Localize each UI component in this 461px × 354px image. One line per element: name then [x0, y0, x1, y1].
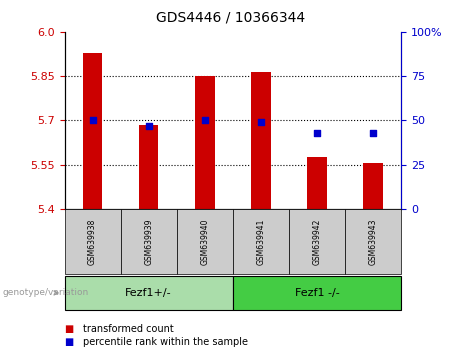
Text: Fezf1+/-: Fezf1+/- — [125, 288, 172, 298]
Text: transformed count: transformed count — [83, 324, 174, 334]
Bar — [251, 72, 271, 209]
Point — [313, 130, 321, 136]
Text: GSM639938: GSM639938 — [88, 218, 97, 265]
Text: genotype/variation: genotype/variation — [2, 289, 89, 297]
Text: percentile rank within the sample: percentile rank within the sample — [83, 337, 248, 347]
Text: GSM639941: GSM639941 — [256, 218, 266, 265]
Text: ■: ■ — [65, 337, 74, 347]
Bar — [363, 163, 383, 209]
Bar — [307, 157, 327, 209]
Point — [257, 119, 265, 125]
Text: GSM639942: GSM639942 — [313, 218, 321, 265]
Point — [145, 123, 152, 129]
Text: GDS4446 / 10366344: GDS4446 / 10366344 — [156, 11, 305, 25]
Point — [89, 118, 96, 123]
Text: GSM639940: GSM639940 — [200, 218, 209, 265]
Text: ■: ■ — [65, 324, 74, 334]
Text: Fezf1 -/-: Fezf1 -/- — [295, 288, 339, 298]
Bar — [195, 76, 214, 209]
Point — [201, 118, 208, 123]
Text: GSM639943: GSM639943 — [368, 218, 378, 265]
Text: GSM639939: GSM639939 — [144, 218, 153, 265]
Point — [369, 130, 377, 136]
Bar — [139, 125, 159, 209]
Bar — [83, 52, 102, 209]
